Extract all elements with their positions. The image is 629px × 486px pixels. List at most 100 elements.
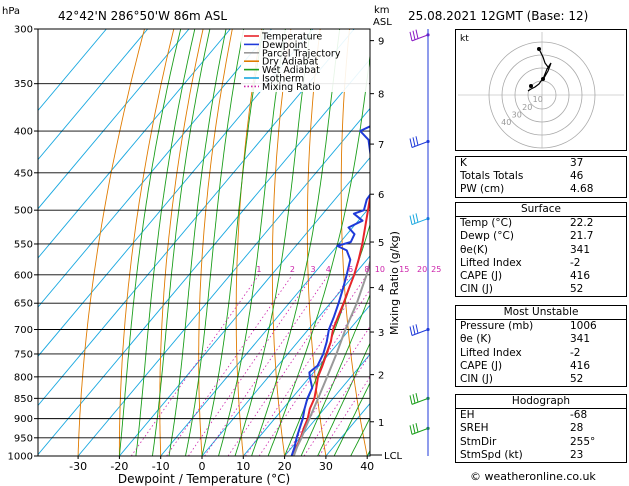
- mixing-ratio-label: 1: [256, 265, 261, 274]
- wind-barb-flag: [409, 138, 413, 148]
- most_unstable-label: Lifted Index: [460, 346, 522, 359]
- legend-entry: Mixing Ratio: [262, 82, 321, 93]
- wind-barb-staff: [411, 218, 429, 226]
- most_unstable-row: CIN (J) 52: [456, 373, 626, 386]
- hodograph_table-label: SREH: [460, 422, 489, 435]
- pressure-tick-label: 600: [14, 270, 33, 281]
- wind-barb-flag: [409, 31, 413, 41]
- surface-label: CAPE (J): [460, 270, 503, 283]
- pressure-tick-label: 400: [14, 127, 33, 138]
- hodograph_table-label: StmDir: [460, 435, 497, 448]
- hodograph_table-row: StmDir 255°: [456, 436, 626, 449]
- km-tick-label: 8: [378, 90, 384, 101]
- wind-barb-flag: [415, 213, 419, 223]
- temp-tick-label: 0: [199, 460, 206, 473]
- wind-barb-flag: [409, 215, 413, 225]
- wind-barb-staff: [411, 397, 429, 405]
- mixing-ratio-line: [245, 274, 368, 456]
- dry-adiabat-line: [118, 29, 175, 456]
- surface-title: Surface: [456, 203, 626, 218]
- surface-row: Lifted Index -2: [456, 257, 626, 270]
- hodograph_table-row: EH -68: [456, 409, 626, 422]
- parcel-trajectory-profile: [292, 258, 370, 456]
- temp-tick-label: -30: [69, 460, 87, 473]
- k-value: 37: [570, 157, 584, 169]
- most_unstable-row: CAPE (J) 416: [456, 360, 626, 373]
- mixing-ratio-line: [318, 376, 370, 456]
- mixing-ratio-line: [284, 325, 370, 456]
- temp-tick-label: 30: [319, 460, 333, 473]
- legend-entry: Isotherm: [262, 74, 304, 85]
- most_unstable-value: 341: [570, 333, 591, 346]
- hodograph_table-title: Hodograph: [456, 395, 626, 410]
- pressure-tick-label: 1000: [8, 452, 33, 463]
- hodograph_table-row: StmSpd (kt) 23: [456, 449, 626, 462]
- mixing-ratio-label: 15: [399, 265, 409, 274]
- legend-entry: Dry Adiabat: [262, 57, 319, 68]
- surface-value: 341: [570, 243, 591, 256]
- isotherm-line: [38, 29, 190, 210]
- isotherm-line: [38, 29, 231, 259]
- mixing-ratio-label: 3: [311, 265, 316, 274]
- hodograph_table-value: -68: [570, 409, 588, 422]
- hodograph-ring-label: 10: [533, 95, 543, 104]
- most_unstable-label: CIN (J): [460, 373, 493, 386]
- most_unstable-title: Most Unstable: [456, 306, 626, 321]
- km-tick-label: 5: [378, 238, 384, 249]
- surface-label: Dewp (°C): [460, 230, 514, 243]
- hodograph_table-label: StmSpd (kt): [460, 448, 523, 461]
- most_unstable-row: Lifted Index -2: [456, 347, 626, 360]
- wind-barb-staff: [411, 329, 429, 336]
- index-row-totals: Totals Totals 46: [456, 170, 626, 183]
- hodograph-point: [541, 77, 545, 81]
- wind-barb-flag: [409, 326, 413, 336]
- surface-value: 22.2: [570, 217, 594, 230]
- km-tick-label: 6: [378, 190, 384, 201]
- wind-barb-flag: [415, 136, 419, 146]
- wind-barb-flag: [412, 424, 416, 434]
- hodograph-path: [538, 48, 549, 68]
- surface-table: Surface Temp (°C) 22.2 Dewp (°C) 21.7 θe(K) 34…: [455, 202, 627, 298]
- mixing-ratio-label: 20: [417, 265, 427, 274]
- pressure-tick-label: 850: [14, 394, 33, 405]
- most_unstable-label: Pressure (mb): [460, 320, 534, 333]
- mixing-ratio-line: [227, 274, 351, 456]
- hodograph-ring-label: 30: [512, 111, 522, 120]
- most_unstable-row: θe (K) 341: [456, 333, 626, 346]
- mixing-ratio-line: [166, 274, 293, 456]
- pressure-tick-label: 750: [14, 349, 33, 360]
- hodograph_table-value: 23: [570, 448, 584, 461]
- pressure-tick-label: 500: [14, 206, 33, 217]
- surface-row: CAPE (J) 416: [456, 270, 626, 283]
- temp-tick-label: -20: [110, 460, 128, 473]
- most_unstable-row: Pressure (mb) 1006: [456, 320, 626, 333]
- wind-barb-flag: [412, 394, 416, 404]
- surface-value: -2: [570, 256, 581, 269]
- temp-tick-label: 40: [360, 460, 374, 473]
- surface-row: Dewp (°C) 21.7: [456, 230, 626, 243]
- mixing-ratio-label: 25: [431, 265, 441, 274]
- temp-tick-label: 10: [236, 460, 250, 473]
- wind-barbs: [409, 29, 430, 456]
- surface-row: Temp (°C) 22.2: [456, 217, 626, 230]
- dry-adiabat-line: [77, 29, 145, 456]
- isotherm-line: [38, 29, 272, 308]
- wind-barb-flag: [415, 423, 419, 433]
- footer-copyright: © weatheronline.co.uk: [470, 470, 596, 483]
- isotherm-line: [77, 107, 370, 456]
- isotherm-line: [38, 29, 314, 357]
- most_unstable-value: 52: [570, 373, 584, 386]
- surface-row: θe(K) 341: [456, 244, 626, 257]
- pressure-tick-label: 650: [14, 299, 33, 310]
- isotherm-line: [38, 58, 370, 456]
- label: Totals Totals: [460, 170, 524, 183]
- hodograph-table: Hodograph EH -68 SREH 28 StmDir 255° StmSpd (kt…: [455, 394, 627, 464]
- legend-entry: Temperature: [261, 32, 322, 43]
- pressure-tick-label: 300: [14, 25, 33, 36]
- isotherm-line: [38, 29, 107, 112]
- location-title: 42°42'N 286°50'W 86m ASL: [58, 9, 228, 23]
- wet-adiabat-line: [251, 29, 341, 456]
- pressure-tick-label: 450: [14, 168, 33, 179]
- hodograph_table-row: SREH 28: [456, 422, 626, 435]
